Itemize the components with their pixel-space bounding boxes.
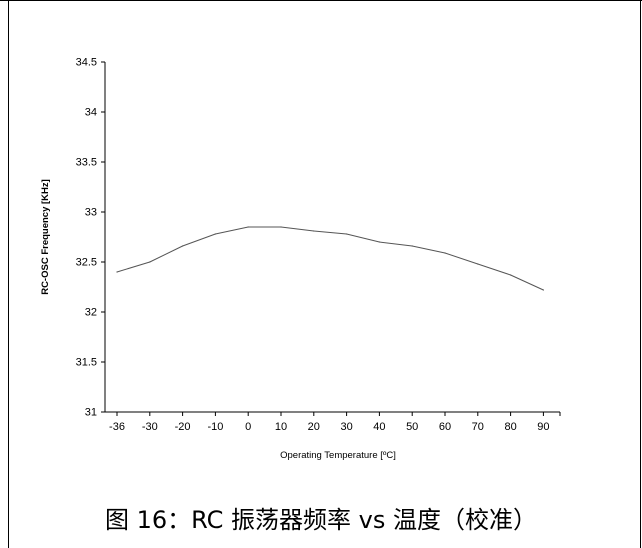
data-point	[247, 226, 249, 228]
data-point	[444, 252, 446, 254]
y-tick-label: 34	[85, 107, 97, 119]
y-tick-label: 32.5	[76, 257, 97, 269]
line-chart: 31 31.5 32 32.5 33 33.5 34 34.5 -36 -30 -20 -10 0 10…	[40, 57, 561, 461]
x-tick-label: -20	[175, 421, 191, 433]
data-point	[378, 241, 380, 243]
x-tick-label: 20	[308, 421, 320, 433]
data-point	[182, 245, 184, 247]
series-line	[116, 226, 544, 291]
x-tick-label: 90	[537, 421, 549, 433]
data-point	[510, 274, 512, 276]
data-point	[280, 226, 282, 228]
data-point	[214, 233, 216, 235]
x-tick-label: -36	[109, 421, 125, 433]
x-tick-label: 30	[340, 421, 352, 433]
data-point	[116, 271, 118, 273]
data-point	[346, 233, 348, 235]
y-tick-label: 32	[85, 307, 97, 319]
figure-caption: 图 16：RC 振荡器频率 vs 温度（校准）	[105, 506, 537, 534]
x-tick-label: 0	[245, 421, 251, 433]
y-axis-label: RC-OSC Frequency [KHz]	[40, 179, 51, 295]
data-point	[149, 261, 151, 263]
x-tick-label: -10	[207, 421, 223, 433]
x-axis: -36 -30 -20 -10 0 10 20 30 40 50 60 70 80 90	[105, 411, 561, 433]
frame-right-border	[640, 0, 641, 548]
data-point	[411, 245, 413, 247]
data-point	[477, 263, 479, 265]
x-tick-label: 80	[504, 421, 516, 433]
series-layer	[116, 226, 545, 291]
x-axis-label: Operating Temperature [ºC]	[280, 450, 396, 461]
x-tick-label: -30	[142, 421, 158, 433]
x-tick-label: 40	[373, 421, 385, 433]
y-tick-label: 33	[85, 207, 97, 219]
x-tick-label: 50	[406, 421, 418, 433]
frame-left-border	[8, 0, 9, 548]
data-point	[542, 289, 545, 291]
y-tick-label: 31.5	[76, 357, 97, 369]
y-tick-label: 31	[85, 407, 97, 419]
x-tick-label: 60	[439, 421, 451, 433]
y-axis: 31 31.5 32 32.5 33 33.5 34 34.5	[76, 57, 106, 419]
x-tick-label: 70	[472, 421, 484, 433]
data-point	[313, 230, 315, 232]
y-tick-label: 34.5	[76, 57, 97, 69]
x-tick-label: 10	[275, 421, 287, 433]
y-tick-label: 33.5	[76, 157, 97, 169]
frame-top-border	[0, 0, 642, 1]
